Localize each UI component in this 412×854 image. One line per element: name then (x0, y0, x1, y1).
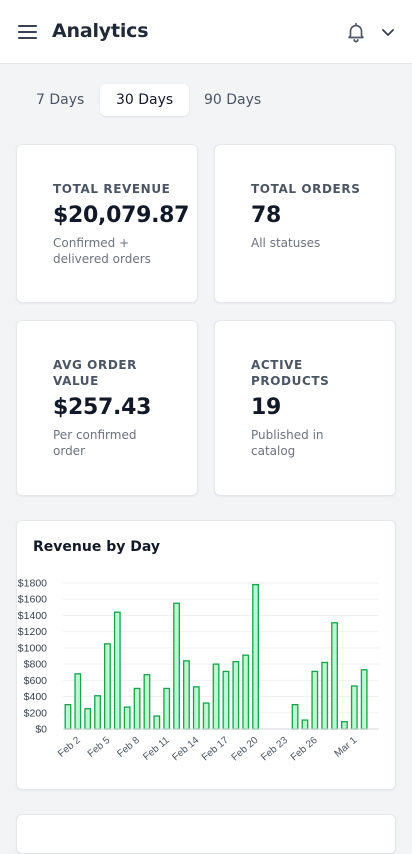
bar (242, 654, 250, 730)
bell-icon[interactable] (345, 21, 367, 43)
hamburger-icon[interactable] (18, 24, 38, 40)
x-tick-label: Feb 8 (115, 735, 142, 760)
tab-90-days[interactable]: 90 Days (204, 92, 262, 108)
chart-title: Revenue by Day (33, 539, 160, 555)
bar (331, 622, 338, 730)
bar (192, 686, 200, 730)
page-title: Analytics (52, 20, 149, 42)
stat-label: ACTIVE PRODUCTS (251, 358, 330, 388)
top-bar: Analytics (0, 0, 412, 64)
bar (291, 704, 299, 730)
next-card (16, 814, 396, 854)
bar (64, 704, 72, 730)
bar (173, 602, 180, 730)
bar (232, 661, 240, 730)
bar (350, 685, 358, 730)
bar (123, 706, 131, 730)
bar (321, 661, 329, 730)
x-tick-label: Feb 20 (230, 735, 261, 764)
bar (104, 643, 111, 730)
stat-value: $257.43 (53, 395, 152, 420)
stat-subtext: All statuses (251, 236, 321, 250)
y-tick-label: $1000 (18, 642, 47, 654)
stat-subtext: Published in catalog (251, 428, 324, 458)
chevron-down-icon[interactable] (380, 24, 396, 40)
y-tick-label: $1200 (18, 626, 47, 638)
bar (183, 660, 190, 730)
y-tick-label: $0 (35, 724, 47, 736)
bar (212, 663, 220, 730)
bar (360, 669, 368, 730)
bar (133, 687, 141, 730)
x-tick-label: Feb 17 (200, 735, 231, 764)
stat-label: TOTAL ORDERS (251, 182, 361, 196)
x-tick-label: Mar 1 (333, 735, 360, 760)
bar (84, 708, 92, 730)
stat-label: AVG ORDER VALUE (53, 358, 138, 388)
bar (153, 715, 161, 730)
bar (341, 721, 348, 730)
stat-card-total-revenue: TOTAL REVENUE $20,079.87 Confirmed + del… (16, 144, 198, 303)
stat-label: TOTAL REVENUE (53, 182, 171, 196)
stat-card-active-products: ACTIVE PRODUCTS 19 Published in catalog (214, 320, 396, 496)
y-tick-label: $1600 (18, 594, 47, 606)
revenue-bar-chart: $0 $200 $400 $600 $800 $1000 $1200 $1400 $1600 $1… (18, 578, 379, 764)
y-tick-label: $600 (24, 675, 48, 687)
x-tick-label: Feb 14 (170, 735, 201, 764)
stat-value: $20,079.87 (53, 203, 190, 228)
tab-7-days[interactable]: 7 Days (36, 92, 85, 108)
stat-value: 19 (251, 395, 282, 420)
x-tick-label: Feb 26 (289, 735, 320, 764)
y-tick-label: $400 (24, 691, 48, 703)
bar (311, 670, 319, 730)
bar (143, 674, 151, 730)
y-tick-label: $1400 (18, 610, 47, 622)
bar (163, 687, 171, 730)
bar (74, 673, 82, 730)
x-tick-label: Feb 5 (86, 735, 113, 760)
x-tick-label: Feb 2 (56, 735, 83, 760)
stat-card-avg-order-value: AVG ORDER VALUE $257.43 Per confirmed or… (16, 320, 198, 496)
bar (301, 719, 309, 730)
stat-subtext: Confirmed + delivered orders (53, 236, 151, 266)
bar (202, 702, 210, 730)
stat-subtext: Per confirmed order (53, 428, 137, 458)
stat-card-total-orders: TOTAL ORDERS 78 All statuses (214, 144, 396, 303)
bar (222, 670, 230, 730)
y-tick-label: $200 (24, 707, 48, 719)
x-tick-label: Feb 23 (259, 735, 290, 764)
y-tick-label: $800 (24, 659, 48, 671)
stat-value: 78 (251, 203, 282, 228)
bar (113, 611, 121, 730)
bar (94, 695, 101, 730)
bar (252, 583, 259, 730)
x-tick-label: Feb 11 (141, 735, 172, 763)
tab-30-days[interactable]: 30 Days (100, 84, 190, 116)
revenue-chart-card: Revenue by Day $0 $200 $400 $600 $800 $1000 $1… (16, 520, 396, 790)
y-tick-label: $1800 (18, 578, 47, 590)
